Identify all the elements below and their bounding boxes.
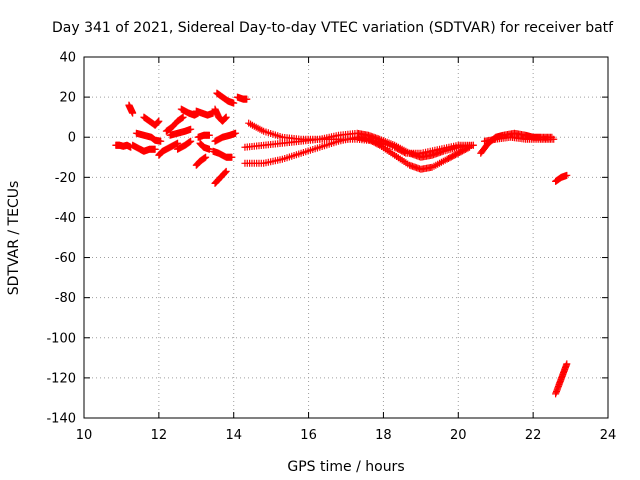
- x-tick-label: 22: [525, 428, 542, 443]
- data-point: [228, 153, 236, 161]
- data-point: [222, 168, 230, 176]
- x-tick-label: 20: [450, 428, 467, 443]
- series-arc-g: [166, 125, 195, 139]
- series-arc-c: [132, 129, 165, 145]
- chart-title: Day 341 of 2021, Sidereal Day-to-day VTE…: [52, 20, 614, 36]
- data-point: [187, 125, 195, 133]
- series-arc-o: [213, 89, 238, 107]
- y-tick-label: -140: [46, 412, 76, 427]
- series-arc-r: [211, 129, 240, 145]
- data-point: [174, 139, 182, 147]
- y-tick-label: -100: [46, 331, 76, 346]
- x-tick-label: 12: [151, 428, 168, 443]
- data-point: [563, 360, 571, 368]
- series-arc-e: [155, 139, 182, 159]
- data-point: [205, 145, 213, 153]
- data-point: [151, 145, 159, 153]
- series-arc-f: [162, 113, 187, 135]
- data-point: [221, 169, 229, 177]
- data-point: [400, 149, 408, 157]
- series-arc-b: [129, 141, 159, 155]
- data-point: [230, 99, 238, 107]
- x-tick-label: 14: [225, 428, 242, 443]
- series-arc-end-b: [552, 360, 571, 398]
- series-arc-q: [209, 147, 236, 161]
- x-tick-label: 18: [375, 428, 392, 443]
- data-point: [202, 153, 210, 161]
- x-tick-label: 16: [300, 428, 317, 443]
- series-arc-h: [174, 137, 195, 153]
- series-arc-a: [125, 101, 137, 117]
- y-tick-label: -80: [55, 291, 76, 306]
- y-tick-label: -40: [55, 211, 76, 226]
- data-point: [222, 113, 230, 121]
- y-tick-label: 40: [59, 51, 76, 66]
- grid-lines: [84, 57, 608, 418]
- y-tick-label: -20: [55, 171, 76, 186]
- plot-frame: [83, 56, 609, 419]
- y-tick-label: 0: [68, 131, 76, 146]
- data-point: [232, 129, 240, 137]
- y-tick-label: -120: [46, 371, 76, 386]
- data-points: [112, 89, 571, 398]
- x-tick-label: 24: [600, 428, 617, 443]
- data-point: [157, 137, 165, 145]
- series-arc-m: [196, 139, 213, 153]
- axis-ticks: 10 12 14 16 18 20 22 24 40 20 0 -20 -40 -60 -80 -100 -12…: [46, 51, 616, 444]
- data-point: [563, 171, 571, 179]
- series-arc-n: [211, 105, 230, 125]
- data-point: [129, 109, 137, 117]
- data-point: [205, 131, 213, 139]
- x-axis-label: GPS time / hours: [287, 459, 404, 475]
- series-arc-k: [194, 131, 213, 141]
- data-point: [179, 113, 187, 121]
- data-point: [243, 95, 251, 103]
- y-tick-label: -60: [55, 251, 76, 266]
- y-axis-label: SDTVAR / TECUs: [6, 181, 22, 296]
- series-arc-d: [140, 113, 163, 129]
- series-arc-l: [192, 153, 210, 169]
- y-tick-label: 20: [59, 91, 76, 106]
- series-band-mid: [241, 135, 477, 157]
- data-point: [187, 137, 195, 145]
- series-arc-end-a: [552, 171, 571, 185]
- data-point: [469, 141, 477, 149]
- x-tick-label: 10: [76, 428, 93, 443]
- data-point: [550, 135, 558, 143]
- series-arc-p: [211, 167, 230, 187]
- data-point: [155, 117, 163, 125]
- series-arc-s: [233, 93, 251, 103]
- series-arc-late-2: [480, 133, 558, 145]
- data-point: [222, 167, 230, 175]
